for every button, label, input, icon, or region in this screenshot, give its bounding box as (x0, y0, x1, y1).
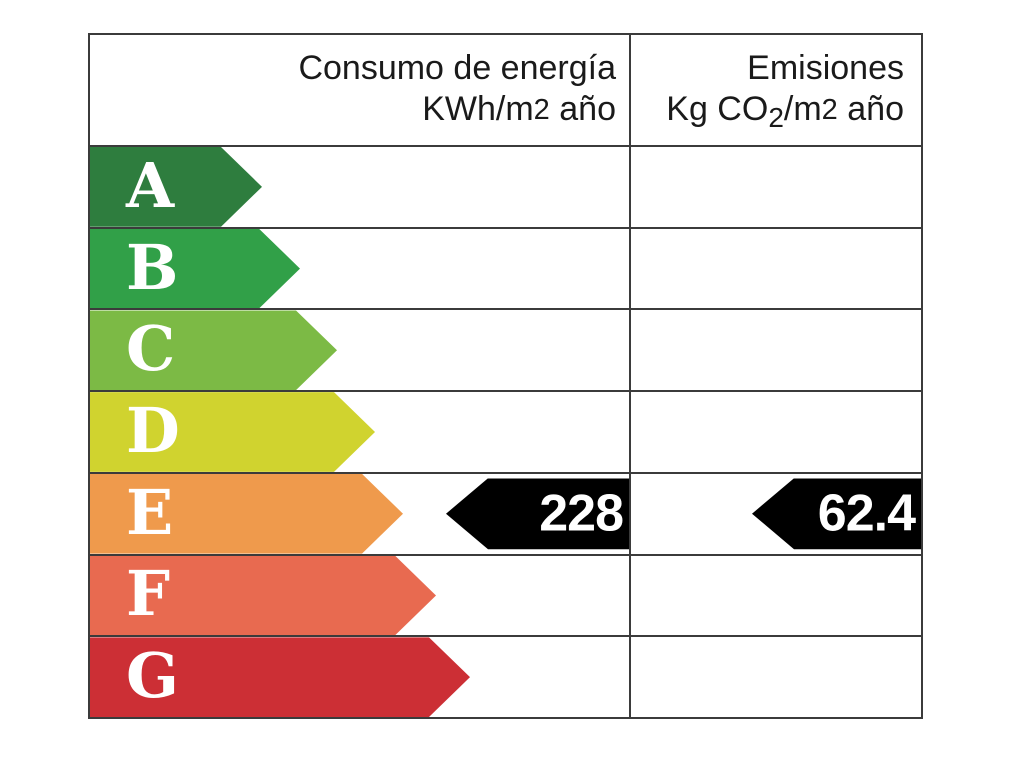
emissions-cell-b (631, 229, 921, 309)
table-header: Consumo de energía KWh/m2 año Emisiones … (90, 35, 921, 147)
rating-table: Consumo de energía KWh/m2 año Emisiones … (88, 33, 923, 719)
emissions-value: 62.4 (817, 484, 916, 543)
rating-letter-d: D (126, 394, 180, 468)
rating-row-f: F (90, 555, 921, 638)
consumption-cell-g: G (90, 637, 631, 718)
consumption-value-arrow: 228 (446, 478, 629, 550)
rating-letter-a: A (126, 148, 175, 222)
emissions-column-header: Emisiones Kg CO2/m2 año (631, 35, 921, 145)
consumption-cell-b: B (90, 228, 631, 309)
rating-letter-b: B (126, 230, 179, 304)
rating-row-c: C (90, 310, 921, 393)
consumption-cell-d: D (90, 392, 631, 472)
consumption-cell-c: C (90, 310, 631, 391)
rating-bar-e: E (90, 474, 403, 554)
emissions-cell-c (631, 310, 921, 390)
consumption-column-header: Consumo de energía KWh/m2 año (90, 35, 631, 145)
rating-row-b: B (90, 228, 921, 311)
rating-row-e: E 228 62.4 (90, 473, 921, 556)
consumption-cell-f: F (90, 555, 631, 636)
rating-bar-a: A (90, 147, 262, 227)
consumption-cell-e: E 228 (90, 473, 631, 554)
rating-row-d: D (90, 392, 921, 474)
consumption-value: 228 (539, 484, 624, 543)
emissions-cell-g (631, 637, 921, 717)
rating-row-g: G (90, 637, 921, 718)
rating-rows: A B C (90, 147, 921, 718)
rating-bar-f: F (90, 556, 436, 636)
rating-letter-f: F (126, 557, 171, 631)
rating-letter-e: E (126, 475, 174, 549)
emissions-header-line2: Kg CO2/m2 año (666, 90, 904, 133)
rating-bar-c: C (90, 310, 337, 390)
consumption-header-line1: Consumo de energía (298, 49, 616, 87)
rating-bar-b: B (90, 229, 300, 309)
consumption-header-line2: KWh/m2 año (422, 90, 616, 128)
rating-bar-g: G (90, 637, 470, 717)
consumption-cell-a: A (90, 147, 631, 227)
rating-row-a: A (90, 147, 921, 229)
rating-letter-c: C (126, 312, 176, 386)
rating-letter-g: G (126, 639, 179, 713)
emissions-cell-d (631, 392, 921, 472)
emissions-cell-a (631, 147, 921, 227)
emissions-cell-f (631, 556, 921, 636)
emissions-cell-e: 62.4 (631, 474, 921, 554)
rating-bar-d: D (90, 392, 375, 472)
emissions-value-arrow: 62.4 (752, 478, 921, 550)
emissions-header-line1: Emisiones (747, 49, 904, 87)
